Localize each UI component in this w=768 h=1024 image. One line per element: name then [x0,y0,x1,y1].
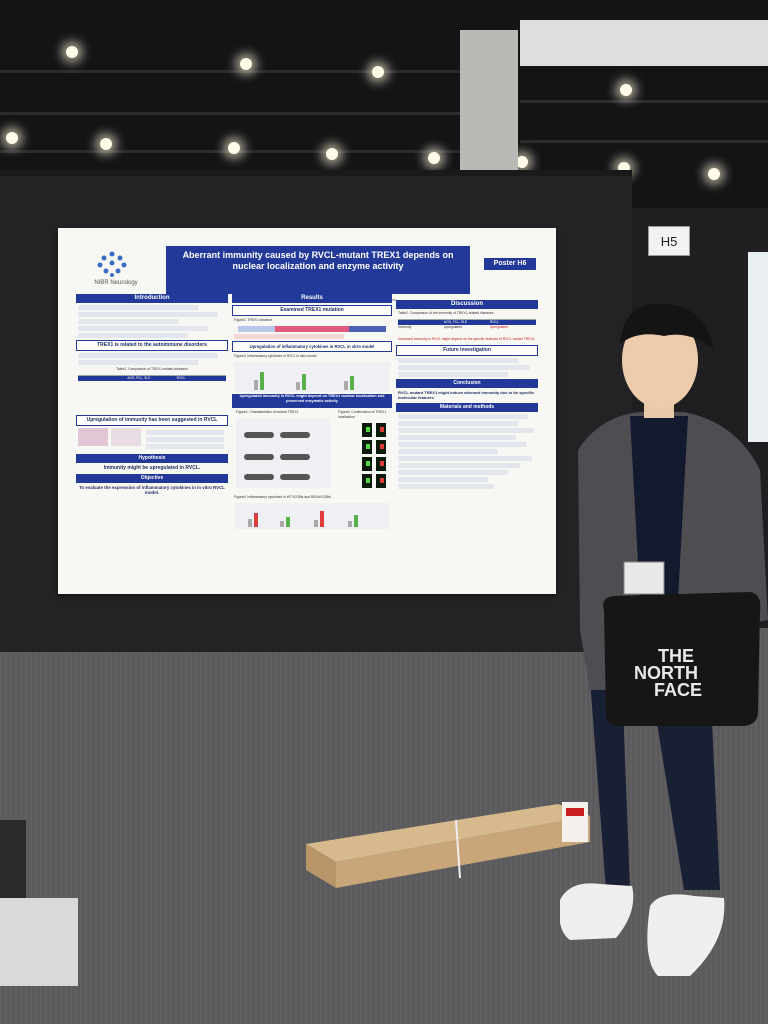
table2-col-1: AGS, FCL, SLE [444,320,468,324]
results-subheading-1: Examined TREX1 mutation [232,305,392,316]
figure4-caption: Figure4. Characteristics of mutant TREX1 [236,410,299,414]
discussion-column: Discussion Table2. Comparison of the imm… [396,300,538,491]
introduction-heading: Introduction [76,294,228,303]
figure6-caption: Figure6. Inflammatory cytokines in WT/V2… [234,495,331,499]
conclusion-text: RVCL mutant TREX1 might induce aberrant … [398,390,535,400]
intro-subheading-1: TREX1 is related to the autoimmune disor… [76,340,228,351]
table2-cell: Upregulated [490,325,508,329]
results-subheading-3: Upregulated immunity in RVCL might depen… [232,394,392,408]
hypothesis-heading: Hypothesis [76,454,228,463]
figure6-chart [234,503,390,529]
bag-brand-line-3: FACE [654,680,703,700]
ceiling-light [428,152,440,164]
table2-row-label: Immunity [398,325,412,329]
discussion-note: Increased immunity in RVCL might depend … [398,337,535,341]
table1: AGS, FCL, SLE RVCL [78,375,226,401]
poster-number: Poster H6 [484,258,536,270]
figure3-caption: Figure3. Inflammatory cytokines in RVCL … [234,354,317,358]
ceiling-light [6,132,18,144]
figure2-caption: Figure2. TREX1 structure [234,318,273,322]
results-column: Results Examined TREX1 mutation Figure2.… [232,294,392,531]
shoulder-bag [603,592,761,726]
intro-subheading-2: Upregulation of immunity has been sugges… [76,415,228,426]
objective-heading: Objective [76,474,228,483]
ceiling-duct [520,20,768,66]
figure4-blots [236,418,330,488]
introduction-column: Introduction TREX1 is related to the aut… [76,294,228,498]
ceiling-light [240,58,252,70]
ceiling-light [100,138,112,150]
figure5-caption: Figure5. Confirmation of TREX1 localizat… [338,410,387,419]
methods-heading: Materials and methods [396,403,538,412]
objective-text: To evaluate the expression of inflammato… [79,485,225,496]
figure3-chart [234,362,390,392]
ceiling-light [708,168,720,180]
discussion-heading: Discussion [396,300,538,309]
ceiling-light [228,142,240,154]
bag-brand-logo: THE NORTH FACE [628,646,748,700]
table2-col-2: RVCL [490,320,499,324]
ceiling-light [516,156,528,168]
neighbor-poster [748,252,768,442]
conclusion-heading: Conclusion [396,379,538,388]
pillar [460,30,518,190]
hypothesis-text: Immunity might be upregulated in RVCL. [103,465,201,471]
table1-caption: Table1. Comparison of TREX1-related dise… [116,367,188,371]
trex1-structure-diagram [238,326,386,332]
table1-col-1: AGS, FCL, SLE [127,376,151,380]
ceiling-light [620,84,632,96]
floor-paper [0,898,78,986]
table2: AGS, FCL, SLE RVCL Immunity Upregulated Upr… [398,319,536,335]
results-heading: Results [232,294,392,303]
ceiling-light [326,148,338,160]
table1-col-2: RVCL [176,376,186,380]
ceiling-light [372,66,384,78]
institute-name: NIBR Neurology [94,280,138,286]
cardboard-poster-tube [306,802,590,888]
institute-logo-icon [97,251,127,277]
figure5-micrographs [336,423,390,493]
results-subheading-2: Upregulation of inflammatory cytokines i… [232,341,392,352]
ceiling-light [66,46,78,58]
bag-brand-line-2: NORTH [634,663,698,683]
research-poster: NIBR Neurology Aberrant immunity caused … [58,228,556,594]
poster-title: Aberrant immunity caused by RVCL-mutant … [166,246,470,294]
bag-brand-line-1: THE [658,646,694,666]
booth-number-sign: H5 [648,226,690,256]
table2-cell: Upregulated [444,325,462,329]
future-investigation-heading: Future investigation [396,345,538,356]
table2-caption: Table2. Comparison of the immunity of TR… [398,311,494,315]
